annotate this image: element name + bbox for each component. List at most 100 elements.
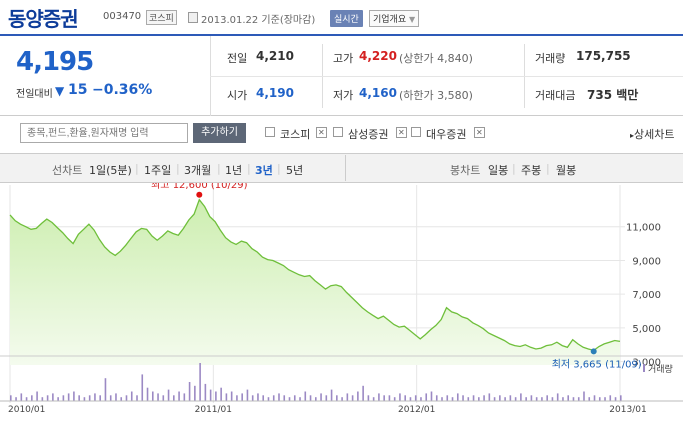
remove-icon[interactable]: ✕ xyxy=(396,127,407,138)
detail-chart-link[interactable]: ▸상세차트 xyxy=(630,126,675,142)
candle-monthly[interactable]: 월봉 xyxy=(556,164,577,177)
compare-checkbox-kospi[interactable] xyxy=(265,127,275,140)
volume-bar xyxy=(162,395,165,401)
volume-bar xyxy=(67,393,70,401)
volume-bar xyxy=(173,395,175,401)
change-label: 전일대비 xyxy=(16,89,53,100)
compare-search-input[interactable] xyxy=(20,123,188,143)
compare-label-samsung: 삼성증권 xyxy=(348,128,389,141)
volume-bar xyxy=(493,397,496,401)
volume-bar xyxy=(299,397,301,401)
volume-bar xyxy=(178,391,180,401)
period-separator: | xyxy=(247,162,251,175)
volume-bar xyxy=(15,397,17,401)
period-3m[interactable]: 3개월 xyxy=(184,164,212,177)
volume-bar xyxy=(267,397,270,401)
volume-bar xyxy=(167,389,170,401)
prev-label: 전일 xyxy=(227,52,248,65)
current-price: 4,195 xyxy=(16,47,94,77)
volume-bar xyxy=(188,382,191,401)
volume-bar xyxy=(593,395,596,401)
period-1y[interactable]: 1년 xyxy=(225,164,243,177)
y-tick-label: 3,000 xyxy=(632,358,661,369)
realtime-button[interactable]: 실시간 xyxy=(330,10,363,27)
volume-bar xyxy=(157,393,159,401)
volume-bar xyxy=(78,395,80,401)
volume-bar xyxy=(241,393,243,401)
period-separator: | xyxy=(135,162,139,175)
calendar-icon xyxy=(188,12,198,23)
volume-bar xyxy=(146,387,149,401)
add-compare-button[interactable]: 추가하기 xyxy=(193,123,246,143)
volume-bar xyxy=(125,395,128,401)
period-3y[interactable]: 3년 xyxy=(255,164,273,177)
volume-legend-label: 거래량 xyxy=(648,363,673,375)
volume-bar xyxy=(194,385,196,401)
high-value: 4,220 xyxy=(359,49,397,63)
volume-bar xyxy=(52,393,54,401)
y-tick-label: 11,000 xyxy=(626,223,661,234)
compare-checkbox-samsung[interactable] xyxy=(333,127,343,140)
volume-bar xyxy=(562,397,564,401)
volume-bar xyxy=(425,393,428,401)
volume-bar xyxy=(488,393,491,401)
period-separator: | xyxy=(217,162,221,175)
header-divider xyxy=(0,34,683,36)
period-1d[interactable]: 1일(5분) xyxy=(89,164,132,177)
volume-bar xyxy=(209,389,212,401)
volume-bar xyxy=(341,397,343,401)
volume-bar xyxy=(504,397,506,401)
company-info-button[interactable]: 기업개요 ▼ xyxy=(369,10,420,27)
remove-icon[interactable]: ✕ xyxy=(316,127,327,138)
volume-bar xyxy=(283,395,286,401)
volume-bar xyxy=(183,393,186,401)
volume-bar xyxy=(130,391,133,401)
amount-value: 735 백만 xyxy=(587,88,639,102)
compare-checkbox-daewoo[interactable] xyxy=(411,127,421,140)
volume-bar xyxy=(246,389,249,401)
volume-bar xyxy=(556,393,559,401)
candle-weekly[interactable]: 주봉 xyxy=(521,164,542,177)
volume-bar xyxy=(383,395,385,401)
down-arrow-icon: ▼ xyxy=(55,84,65,98)
volume-bar xyxy=(257,393,259,401)
summary-row-divider xyxy=(210,76,683,77)
volume-bar xyxy=(462,395,464,401)
volume-bar xyxy=(451,397,454,401)
period-5y[interactable]: 5년 xyxy=(286,164,304,177)
volume-bar xyxy=(104,378,107,401)
period-1w[interactable]: 1주일 xyxy=(144,164,172,177)
amount-label: 거래대금 xyxy=(535,89,576,102)
volume-bar xyxy=(315,397,317,401)
volume-bar xyxy=(446,395,449,401)
volume-bar xyxy=(41,397,44,401)
volume-bar xyxy=(551,397,554,401)
volume-bar xyxy=(230,391,233,401)
volume-bar xyxy=(472,395,475,401)
volume-bar xyxy=(388,395,391,401)
volume-bar xyxy=(520,393,522,401)
candle-daily[interactable]: 일봉 xyxy=(488,164,509,177)
volume-bar xyxy=(483,395,485,401)
volume-bar xyxy=(330,389,333,401)
volume-bar xyxy=(220,387,222,401)
volume-bar xyxy=(456,393,459,401)
volume-bar xyxy=(109,395,112,401)
open-label: 시가 xyxy=(227,89,248,102)
volume-bar xyxy=(62,395,65,401)
volume-bar xyxy=(225,393,228,401)
remove-icon[interactable]: ✕ xyxy=(474,127,485,138)
volume-bar xyxy=(346,393,349,401)
max-point xyxy=(196,191,203,198)
volume-bar xyxy=(236,395,238,401)
volume-bar xyxy=(583,391,585,401)
min-point xyxy=(590,348,597,355)
price-line xyxy=(9,198,621,352)
open-value: 4,190 xyxy=(256,86,294,100)
market-badge: 코스피 xyxy=(146,10,177,25)
volume-value: 175,755 xyxy=(576,49,631,63)
volume-bar xyxy=(320,393,322,401)
volume-bar xyxy=(430,391,433,401)
line-chart-label: 선차트 xyxy=(52,164,83,177)
volume-bar xyxy=(620,395,622,401)
